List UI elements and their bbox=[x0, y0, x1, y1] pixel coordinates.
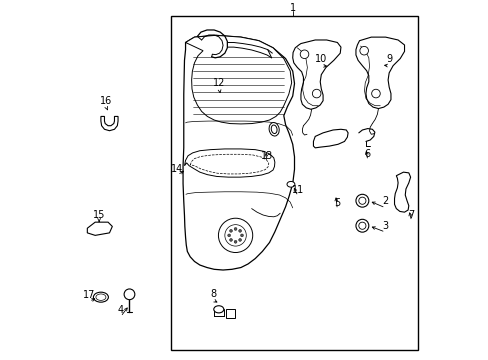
Circle shape bbox=[229, 238, 232, 241]
Text: 13: 13 bbox=[260, 151, 272, 161]
Bar bbox=[171, 16, 417, 350]
Text: 15: 15 bbox=[93, 210, 105, 220]
Polygon shape bbox=[185, 35, 291, 124]
Ellipse shape bbox=[286, 181, 294, 187]
Ellipse shape bbox=[271, 125, 277, 134]
Text: 6: 6 bbox=[364, 149, 370, 159]
Text: 16: 16 bbox=[100, 96, 112, 106]
Circle shape bbox=[227, 234, 230, 237]
Polygon shape bbox=[190, 154, 268, 174]
Text: 9: 9 bbox=[386, 54, 391, 64]
Circle shape bbox=[234, 240, 237, 243]
Circle shape bbox=[355, 194, 368, 207]
Text: 11: 11 bbox=[291, 185, 304, 195]
Circle shape bbox=[358, 222, 365, 229]
Circle shape bbox=[240, 234, 243, 237]
Bar bbox=[225, 309, 234, 318]
Circle shape bbox=[224, 225, 246, 246]
Circle shape bbox=[359, 46, 367, 55]
Polygon shape bbox=[183, 35, 294, 270]
Text: 8: 8 bbox=[209, 289, 216, 298]
Ellipse shape bbox=[268, 122, 279, 136]
Circle shape bbox=[124, 289, 135, 300]
Ellipse shape bbox=[213, 306, 224, 313]
Polygon shape bbox=[313, 129, 347, 148]
Text: 12: 12 bbox=[213, 78, 225, 88]
Circle shape bbox=[355, 219, 368, 232]
Text: 2: 2 bbox=[382, 197, 388, 206]
Circle shape bbox=[229, 229, 232, 232]
Circle shape bbox=[300, 50, 308, 59]
Text: 14: 14 bbox=[171, 163, 183, 174]
Text: 10: 10 bbox=[315, 54, 327, 64]
Polygon shape bbox=[292, 40, 340, 109]
Circle shape bbox=[238, 238, 241, 241]
Text: 5: 5 bbox=[334, 198, 340, 208]
Polygon shape bbox=[184, 149, 274, 177]
Polygon shape bbox=[101, 116, 118, 131]
Circle shape bbox=[371, 89, 380, 98]
Ellipse shape bbox=[96, 294, 106, 300]
Circle shape bbox=[312, 89, 320, 98]
Text: 4: 4 bbox=[117, 305, 123, 315]
Text: 17: 17 bbox=[83, 290, 95, 300]
Circle shape bbox=[234, 228, 237, 230]
Circle shape bbox=[218, 218, 252, 252]
Circle shape bbox=[358, 197, 365, 204]
Text: 3: 3 bbox=[382, 221, 388, 231]
Text: 1: 1 bbox=[289, 3, 295, 13]
Polygon shape bbox=[355, 37, 404, 109]
Ellipse shape bbox=[93, 292, 108, 302]
Circle shape bbox=[238, 229, 241, 232]
Polygon shape bbox=[394, 172, 410, 212]
Text: 7: 7 bbox=[407, 210, 414, 220]
Polygon shape bbox=[87, 222, 112, 235]
